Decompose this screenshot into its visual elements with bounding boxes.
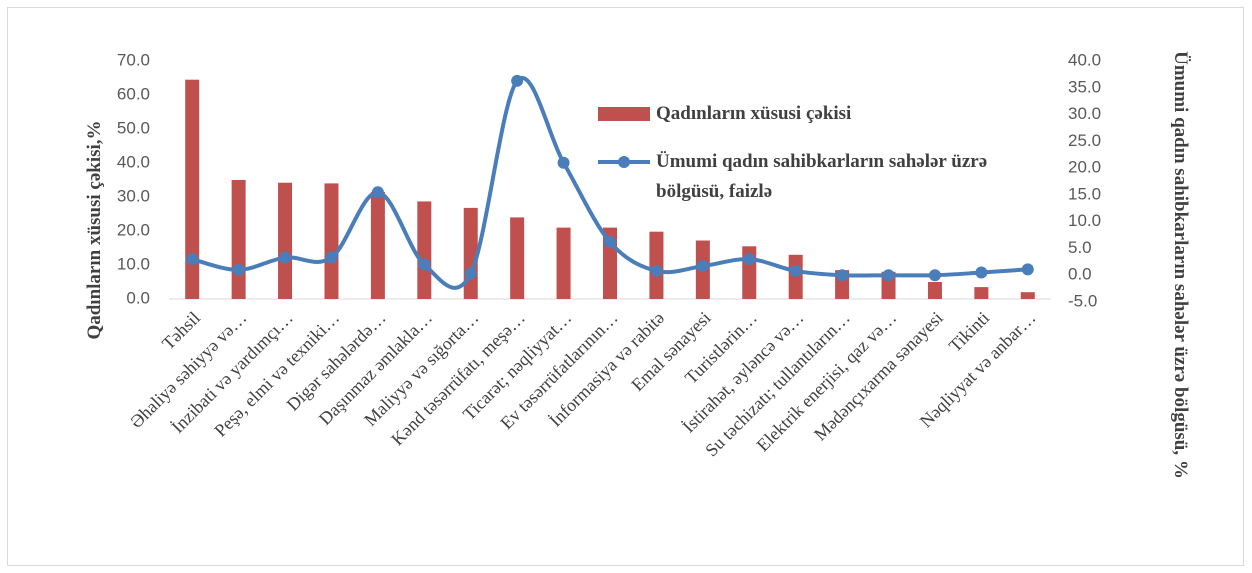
line-marker <box>882 269 895 282</box>
y2-tick-label: 10.0 <box>1068 211 1101 230</box>
line-marker <box>325 251 338 264</box>
line <box>191 76 1028 290</box>
y2-tick-label: 25.0 <box>1068 131 1101 150</box>
bar <box>974 287 989 299</box>
line-marker <box>371 186 384 199</box>
line-marker <box>511 74 524 87</box>
bar <box>185 79 200 299</box>
y-tick-label: 10.0 <box>117 254 150 273</box>
y2-tick-label: 35.0 <box>1068 77 1101 96</box>
y-tick-label: 60.0 <box>117 84 150 103</box>
y2-tick-label: 40.0 <box>1068 50 1101 69</box>
legend-bar-swatch <box>598 107 650 121</box>
line-marker <box>836 269 849 282</box>
y-axis-title: Qadınların xüsusi çəkisi,% <box>84 120 105 340</box>
y2-tick-label: 20.0 <box>1068 158 1101 177</box>
y-tick-label: 40.0 <box>117 152 150 171</box>
y-tick-label: 50.0 <box>117 118 150 137</box>
bar <box>556 227 571 299</box>
line-marker <box>1021 263 1034 276</box>
legend-bar-label: Qadınların xüsusi çəkisi <box>656 103 852 124</box>
line-marker <box>232 263 245 276</box>
bar <box>927 282 942 299</box>
y2-tick-label: 30.0 <box>1068 104 1101 123</box>
y2-axis-title: Ümumi qadın sahibkarların sahələr üzrə b… <box>1170 51 1191 479</box>
y-tick-label: 0.0 <box>126 288 150 307</box>
line-marker <box>464 267 477 280</box>
line-marker <box>789 264 802 277</box>
y-tick-label: 30.0 <box>117 186 150 205</box>
line-marker <box>975 266 988 279</box>
line-marker <box>743 253 756 266</box>
y2-tick-label: 15.0 <box>1068 184 1101 203</box>
bar <box>231 180 246 299</box>
y-tick-label: 70.0 <box>117 50 150 69</box>
bar <box>370 191 385 299</box>
line-marker <box>696 260 709 273</box>
bar <box>417 201 432 299</box>
line-marker <box>186 253 199 266</box>
bar <box>1020 292 1035 299</box>
line-marker <box>650 264 663 277</box>
bar <box>510 217 525 299</box>
y-tick-label: 20.0 <box>117 220 150 239</box>
legend-line-marker <box>618 156 630 168</box>
line-marker <box>604 236 616 249</box>
bar <box>324 183 339 299</box>
chart-border <box>7 7 1244 566</box>
line-marker <box>557 156 570 169</box>
legend-line-label: Ümumi qadın sahibkarların sahələr üzrə b… <box>656 151 988 202</box>
y2-tick-label: -5.0 <box>1068 291 1097 310</box>
line-marker <box>279 251 292 264</box>
y2-tick-label: 5.0 <box>1068 238 1092 257</box>
y2-tick-label: 0.0 <box>1068 265 1092 284</box>
line-marker <box>418 258 431 271</box>
line-marker <box>928 269 941 282</box>
bar <box>278 182 293 299</box>
